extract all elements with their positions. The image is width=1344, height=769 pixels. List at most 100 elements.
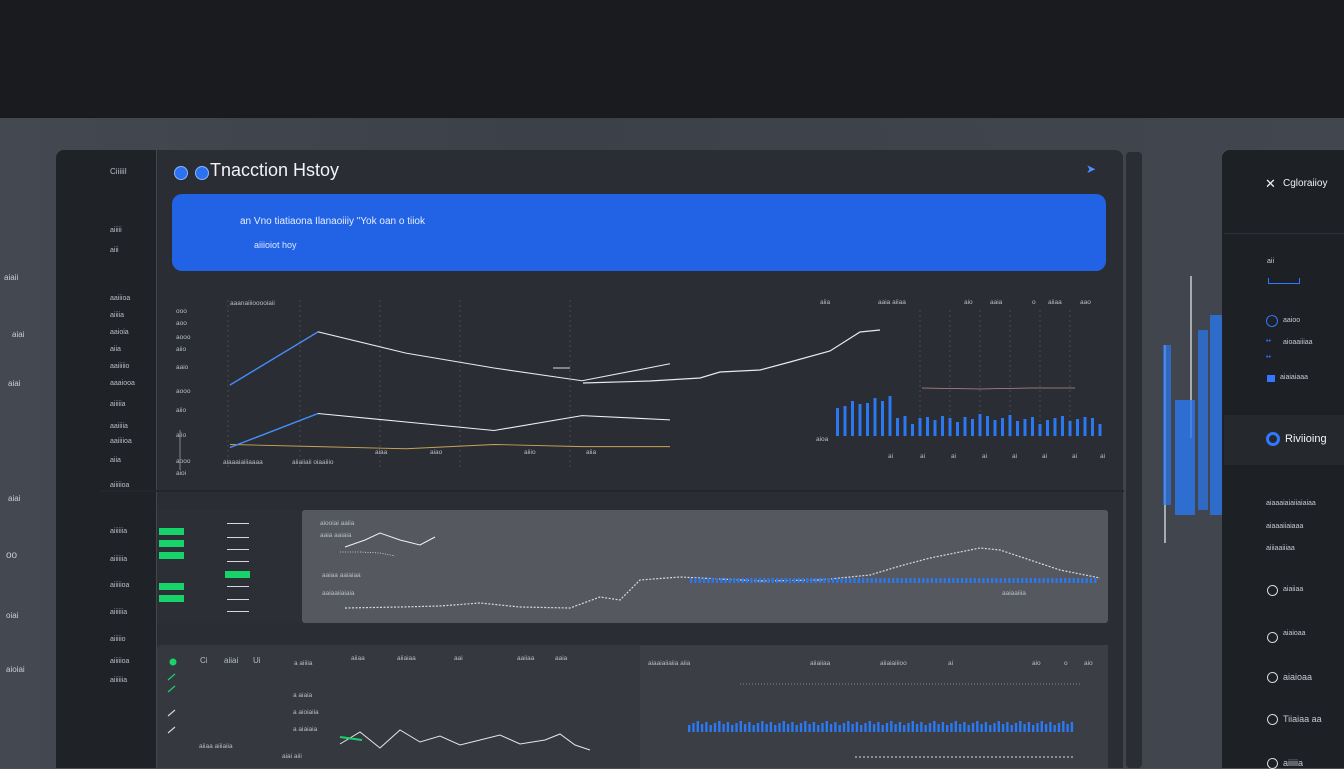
right-panel-item[interactable]: Tiiaiaa aa — [1283, 714, 1322, 724]
sidebar-item[interactable]: aiiiiiia — [110, 609, 128, 616]
bar — [1023, 724, 1026, 732]
column-header[interactable]: aiiaa — [351, 655, 365, 662]
bar — [989, 725, 992, 732]
sidebar-item[interactable]: aiiiii — [110, 227, 122, 234]
right-panel-item[interactable]: aiiiiia — [1283, 758, 1304, 768]
right-panel-item[interactable]: aiaiaiaaa — [1280, 374, 1309, 381]
sidebar-item[interactable]: aiia — [110, 457, 121, 464]
column-header[interactable]: aiiai — [224, 656, 239, 665]
bar — [836, 408, 839, 436]
sidebar-item[interactable]: aiiiiiia — [110, 528, 128, 535]
bar — [860, 725, 863, 732]
sidebar-item[interactable]: aiiiia — [110, 312, 125, 319]
bar — [1083, 417, 1087, 436]
user-icon[interactable] — [1267, 758, 1278, 769]
column-header[interactable]: aaia — [555, 655, 568, 662]
bar — [1044, 724, 1048, 732]
circle-icon[interactable] — [1267, 632, 1278, 643]
sidebar-item[interactable]: aiiiiioa — [110, 482, 130, 489]
bar — [917, 578, 921, 583]
bar — [872, 724, 876, 732]
sidebar-item[interactable]: aiiiiia — [110, 401, 126, 408]
right-panel-item[interactable]: aioaaiiiaa — [1283, 339, 1313, 346]
radio-selected-icon[interactable] — [1266, 432, 1280, 446]
column-header[interactable]: aaiiaa — [517, 655, 535, 662]
bar — [890, 721, 893, 732]
panel-label: aaia aaiaia — [320, 532, 352, 539]
bar — [995, 578, 998, 583]
sidebar-item[interactable]: aaiiiioa — [110, 438, 132, 445]
bar — [1042, 578, 1045, 583]
bar — [997, 721, 1000, 732]
bar — [868, 721, 871, 732]
sidebar-item[interactable]: aaiiiiio — [110, 363, 130, 370]
right-panel-item[interactable]: aiiiaaiiiaa — [1266, 545, 1295, 552]
table-row[interactable]: a aioiaiia — [293, 709, 319, 716]
bar — [881, 401, 884, 436]
sidebar-item[interactable]: aiia — [110, 346, 121, 353]
sidebar-item[interactable]: aaiiioa — [110, 295, 131, 302]
bar — [821, 723, 824, 732]
column-header[interactable]: Ci — [200, 656, 208, 665]
bar — [849, 578, 852, 583]
sidebar-item[interactable]: aaioia — [110, 329, 129, 336]
right-panel-active-item[interactable]: Riviioing — [1285, 433, 1327, 445]
bar — [840, 578, 843, 583]
close-icon[interactable]: ✕ — [1265, 176, 1276, 191]
user-icon[interactable] — [1267, 714, 1278, 725]
bar — [986, 578, 989, 583]
sidebar-item[interactable]: aiiiiiia — [110, 677, 128, 684]
right-panel-item[interactable]: aiaiiaa — [1283, 586, 1304, 593]
bar — [941, 416, 944, 436]
bar — [918, 418, 922, 436]
right-panel-item[interactable]: aii — [1267, 258, 1275, 265]
user-icon[interactable] — [1267, 672, 1278, 683]
sidebar-item[interactable]: aiiiiio — [110, 636, 126, 643]
bar — [1068, 578, 1071, 583]
bar — [713, 723, 717, 732]
column-header[interactable]: Ui — [253, 656, 261, 665]
scrollbar[interactable] — [1126, 152, 1142, 768]
right-panel-item[interactable]: aiaioaa — [1283, 630, 1306, 637]
sidebar-item[interactable]: aiiiiioa — [110, 582, 130, 589]
toggle-icon[interactable] — [1268, 278, 1300, 284]
bar — [873, 398, 877, 436]
sidebar-item[interactable]: aiii — [110, 247, 119, 254]
line-series-1 — [229, 444, 670, 450]
right-panel-item[interactable]: aaioo — [1283, 317, 1301, 324]
bar — [696, 721, 699, 732]
panel-label: aaiaa aaiaiaa — [322, 572, 361, 579]
bar — [1057, 723, 1061, 732]
radio-icon[interactable] — [1266, 315, 1278, 327]
settings-icon[interactable] — [1267, 585, 1278, 596]
table-row[interactable]: a aiaia — [293, 692, 313, 699]
right-panel-item[interactable]: aiaaaiaiaiiaiaiaa — [1266, 500, 1316, 507]
bar — [688, 725, 691, 732]
table-row[interactable]: a aiaiaia — [293, 726, 318, 733]
summary-banner[interactable]: an Vno tiatiaona Ilanaoiiiy "Yok oan o t… — [172, 194, 1106, 271]
bar — [913, 578, 916, 583]
bar — [1040, 721, 1043, 732]
bar — [855, 722, 859, 732]
bar — [1094, 578, 1097, 583]
right-panel-item[interactable]: aiaaaiiaiaaa — [1266, 523, 1304, 530]
sidebar-item[interactable]: aaaiooa — [110, 380, 135, 387]
bar — [971, 723, 975, 732]
sidebar-item[interactable]: aiiiiiia — [110, 556, 128, 563]
bar — [780, 578, 783, 583]
bar — [774, 725, 777, 732]
bar — [1016, 578, 1019, 583]
column-header[interactable]: a aiiiia — [294, 660, 313, 667]
edge-label: aioiai — [6, 665, 25, 674]
sidebar-item[interactable]: aiiiiioa — [110, 658, 130, 665]
bar — [745, 578, 749, 583]
column-header[interactable]: aai — [454, 655, 463, 662]
x-tick: ai — [982, 453, 988, 460]
sidebar-item[interactable]: aaiiiia — [110, 423, 128, 430]
bar — [715, 578, 718, 583]
chevron-right-icon[interactable]: ➤ — [1086, 162, 1097, 176]
right-panel-item[interactable]: aiaioaa — [1283, 672, 1313, 682]
panel-header: aio — [1032, 660, 1041, 667]
column-header[interactable]: aiiaiaa — [397, 655, 416, 662]
